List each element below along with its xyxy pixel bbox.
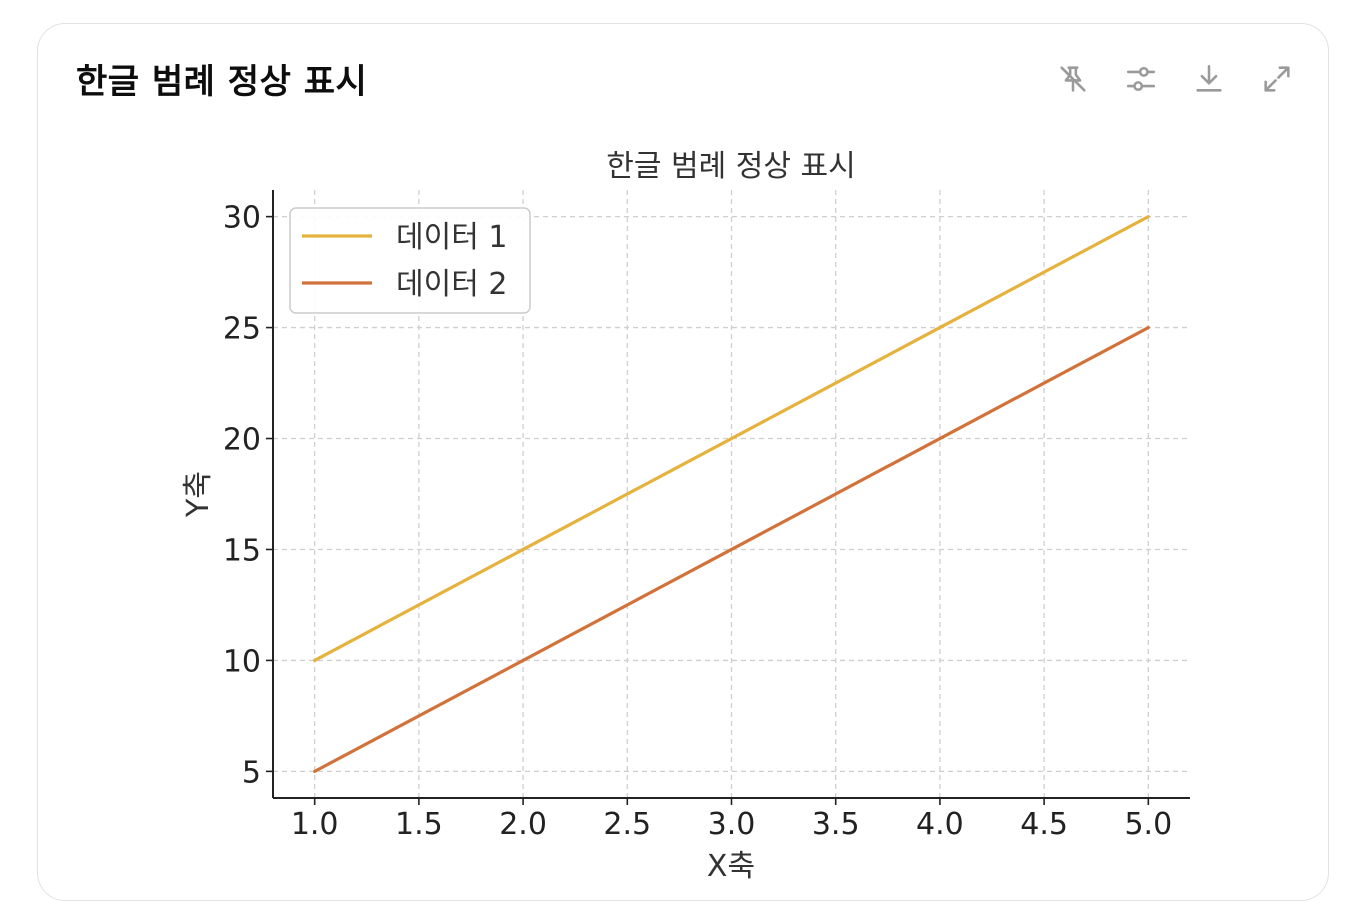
card-title: 한글 범례 정상 표시 bbox=[76, 62, 368, 102]
chart-ticks: 1.0 1.5 2.0 2.5 3.0 3.5 4.0 4.5 5.0 5 10 15 20 25 30 bbox=[223, 201, 1172, 842]
chart-title: 한글 범례 정상 표시 bbox=[606, 149, 855, 184]
y-tick-label: 15 bbox=[223, 533, 261, 568]
x-tick-label: 2.5 bbox=[603, 807, 651, 842]
chart-legend: 데이터 1 데이터 2 bbox=[289, 207, 531, 314]
chart-toolbar bbox=[1052, 58, 1298, 100]
legend-label-2: 데이터 2 bbox=[396, 267, 507, 302]
expand-icon bbox=[1264, 66, 1290, 92]
pin-off-icon bbox=[1060, 66, 1086, 92]
chart-card: 한글 범례 정상 표시 bbox=[37, 23, 1329, 901]
sliders-icon bbox=[1126, 66, 1156, 92]
chart-series bbox=[313, 215, 1150, 773]
x-tick-label: 4.5 bbox=[1020, 807, 1068, 842]
legend-box bbox=[289, 207, 531, 314]
x-tick-label: 3.5 bbox=[812, 807, 860, 842]
y-tick-label: 25 bbox=[223, 312, 261, 347]
x-tick-label: 4.0 bbox=[916, 807, 964, 842]
x-axis-label: X축 bbox=[707, 849, 755, 884]
y-tick-label: 30 bbox=[223, 201, 261, 236]
y-tick-label: 5 bbox=[242, 755, 261, 790]
series-line-2 bbox=[313, 325, 1150, 773]
download-button[interactable] bbox=[1188, 58, 1230, 100]
y-tick-label: 20 bbox=[223, 423, 261, 458]
expand-button[interactable] bbox=[1256, 58, 1298, 100]
x-tick-label: 5.0 bbox=[1124, 807, 1172, 842]
x-tick-label: 3.0 bbox=[708, 807, 756, 842]
x-tick-label: 1.0 bbox=[291, 807, 339, 842]
legend-label-1: 데이터 1 bbox=[396, 220, 507, 255]
y-tick-label: 10 bbox=[223, 644, 261, 679]
download-icon bbox=[1196, 64, 1222, 92]
y-axis-label: Y축 bbox=[181, 471, 216, 518]
pin-off-button[interactable] bbox=[1052, 58, 1094, 100]
series-line-1 bbox=[313, 215, 1150, 663]
x-tick-label: 1.5 bbox=[395, 807, 443, 842]
x-tick-label: 2.0 bbox=[499, 807, 547, 842]
adjust-button[interactable] bbox=[1120, 58, 1162, 100]
